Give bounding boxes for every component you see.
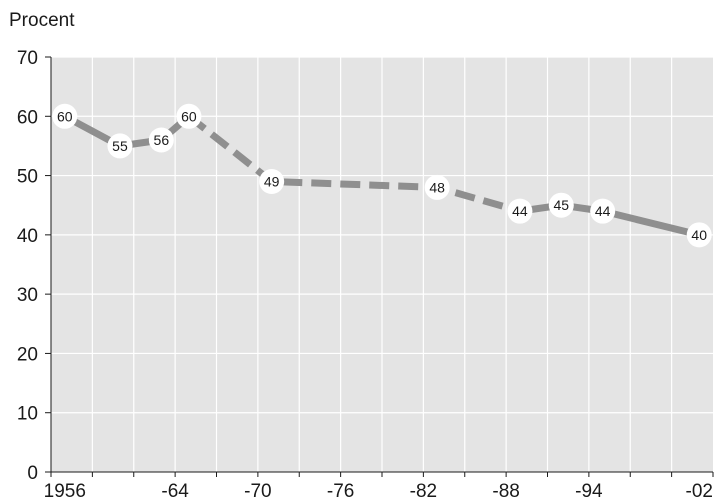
axes bbox=[45, 56, 714, 477]
data-point-marker bbox=[686, 222, 712, 248]
data-point-label: 48 bbox=[429, 179, 445, 195]
y-tick-label: 70 bbox=[17, 48, 38, 69]
x-tick-label: -70 bbox=[244, 481, 271, 499]
x-tick-label: -82 bbox=[410, 481, 437, 499]
series-segment-dashed bbox=[186, 113, 521, 215]
data-point-label: 60 bbox=[181, 108, 197, 124]
data-point-label: 49 bbox=[264, 174, 280, 190]
data-point-label: 44 bbox=[512, 203, 528, 219]
series-line bbox=[63, 113, 701, 239]
y-tick-labels: 0 10 20 30 40 50 60 70 bbox=[17, 48, 38, 484]
y-axis-label: Procent bbox=[9, 10, 75, 31]
y-tick-label: 60 bbox=[17, 107, 38, 128]
data-point-marker bbox=[52, 103, 78, 129]
y-tick-label: 0 bbox=[27, 463, 38, 484]
x-tick-label: -88 bbox=[492, 481, 519, 499]
data-point-label: 40 bbox=[691, 227, 707, 243]
data-point-marker bbox=[507, 198, 533, 224]
x-tick-label: -76 bbox=[327, 481, 354, 499]
grid-lines bbox=[51, 56, 713, 472]
y-tick-label: 30 bbox=[17, 285, 38, 306]
data-point-marker bbox=[548, 192, 574, 218]
x-tick-label: -02 bbox=[686, 481, 713, 499]
y-tick-label: 50 bbox=[17, 167, 38, 188]
series-segment-solid bbox=[63, 113, 192, 150]
data-point-label: 45 bbox=[554, 197, 570, 213]
series-segment-solid bbox=[519, 201, 701, 239]
x-tick-labels: 1956 -64 -70 -76 -82 -88 -94 -02 bbox=[44, 481, 713, 499]
y-tick-label: 40 bbox=[17, 226, 38, 247]
data-point-label: 44 bbox=[595, 203, 611, 219]
x-tick-label: 1956 bbox=[44, 481, 86, 499]
data-point-marker bbox=[107, 133, 133, 159]
data-point-label: 60 bbox=[57, 108, 73, 124]
data-point-marker bbox=[259, 169, 285, 194]
data-point-label: 55 bbox=[112, 138, 128, 154]
data-point-marker bbox=[176, 103, 202, 129]
data-point-marker bbox=[424, 174, 450, 200]
y-tick-label: 10 bbox=[17, 404, 38, 425]
data-point-marker bbox=[148, 127, 174, 153]
data-point-marker bbox=[590, 198, 616, 224]
x-tick-label: -64 bbox=[161, 481, 189, 499]
y-tick-label: 20 bbox=[17, 344, 38, 365]
data-point-label: 56 bbox=[154, 132, 170, 148]
x-tick-label: -94 bbox=[575, 481, 603, 499]
data-points: 60 55 56 60 49 48 44 45 44 40 bbox=[52, 103, 712, 248]
